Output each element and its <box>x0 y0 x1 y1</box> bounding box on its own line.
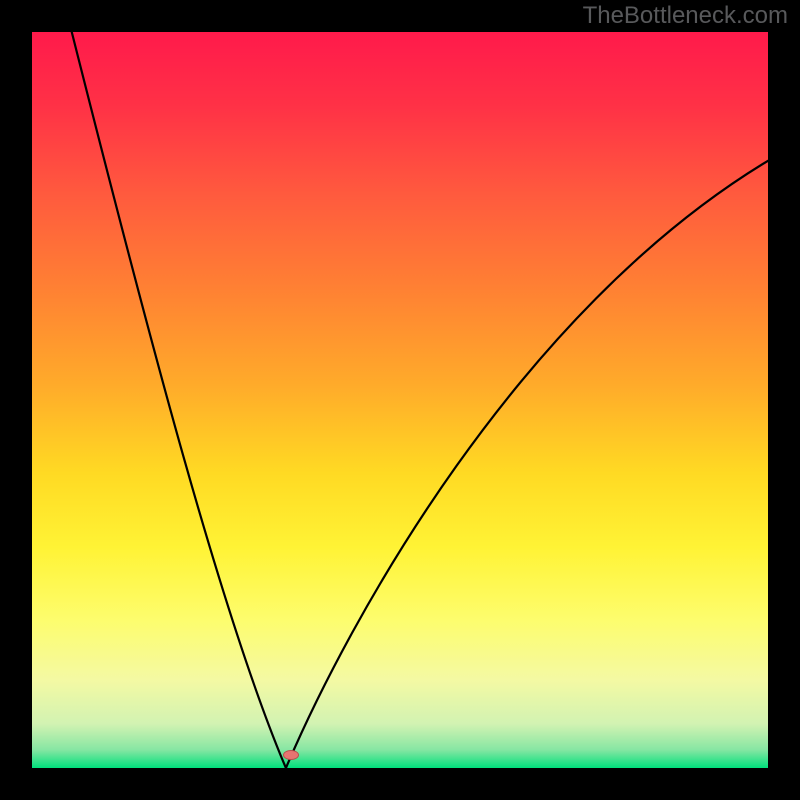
bottleneck-curve <box>32 32 768 768</box>
plot-area <box>32 32 768 768</box>
watermark-text: TheBottleneck.com <box>583 2 788 30</box>
optimum-marker <box>283 750 299 760</box>
chart-container: TheBottleneck.com <box>0 0 800 800</box>
